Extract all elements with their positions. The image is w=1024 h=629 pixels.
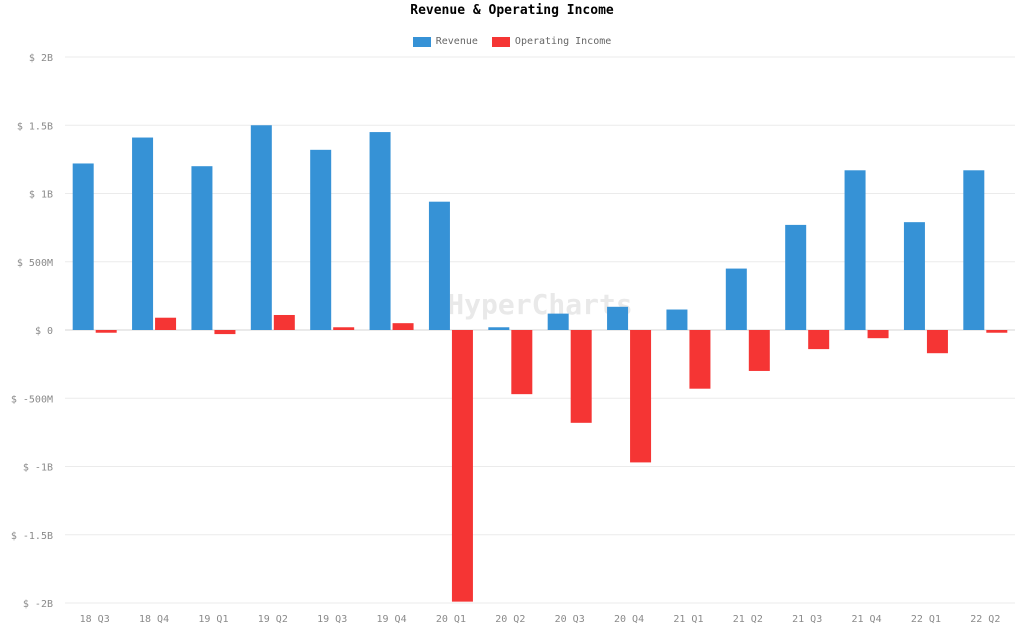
operating-income-bar[interactable]	[392, 323, 414, 330]
y-tick-label: $ -2B	[23, 599, 53, 610]
x-tick-label: 19 Q1	[198, 614, 228, 625]
x-tick-label: 20 Q1	[436, 614, 466, 625]
watermark: HyperCharts	[447, 288, 632, 321]
x-tick-label: 19 Q4	[377, 614, 407, 625]
legend-swatch-revenue	[412, 36, 431, 47]
y-tick-label: $ 2B	[29, 53, 53, 64]
operating-income-bar[interactable]	[986, 330, 1008, 333]
revenue-bar[interactable]	[428, 201, 450, 330]
x-tick-label: 19 Q2	[258, 614, 288, 625]
x-tick-label: 20 Q2	[495, 614, 525, 625]
revenue-bar[interactable]	[607, 306, 629, 330]
y-tick-label: $ -500M	[11, 394, 53, 405]
revenue-bar[interactable]	[132, 137, 154, 330]
revenue-bar[interactable]	[785, 224, 807, 330]
x-tick-label: 20 Q3	[555, 614, 585, 625]
x-tick-label: 19 Q3	[317, 614, 347, 625]
operating-income-bar[interactable]	[570, 330, 592, 423]
operating-income-bar[interactable]	[748, 330, 770, 371]
operating-income-bar[interactable]	[630, 330, 652, 463]
x-tick-label: 20 Q4	[614, 614, 644, 625]
operating-income-bar[interactable]	[155, 317, 177, 330]
legend-swatch-operating-income	[491, 36, 510, 47]
revenue-bar[interactable]	[72, 163, 94, 330]
revenue-bar[interactable]	[191, 166, 213, 330]
legend-item-operating-income[interactable]: Operating Income	[491, 36, 612, 47]
x-tick-label: 18 Q4	[139, 614, 169, 625]
revenue-bar[interactable]	[369, 132, 391, 330]
operating-income-bar[interactable]	[333, 327, 355, 330]
y-tick-label: $ 1B	[29, 190, 53, 201]
revenue-bar[interactable]	[903, 222, 925, 330]
x-tick-label: 22 Q2	[970, 614, 1000, 625]
revenue-bar[interactable]	[488, 327, 510, 330]
operating-income-bar[interactable]	[511, 330, 533, 395]
x-tick-label: 21 Q2	[733, 614, 763, 625]
revenue-bar[interactable]	[547, 313, 569, 330]
x-tick-label: 21 Q3	[792, 614, 822, 625]
operating-income-bar[interactable]	[95, 330, 117, 333]
operating-income-bar[interactable]	[273, 314, 295, 330]
revenue-bar[interactable]	[666, 309, 688, 330]
y-tick-label: $ 500M	[17, 258, 53, 269]
revenue-bar[interactable]	[725, 268, 747, 330]
revenue-bar[interactable]	[250, 125, 272, 330]
operating-income-bar[interactable]	[451, 330, 473, 602]
legend-label-operating-income: Operating Income	[514, 36, 612, 47]
y-tick-label: $ 0	[35, 326, 53, 337]
legend-item-revenue[interactable]: Revenue	[412, 36, 478, 47]
operating-income-bar[interactable]	[214, 330, 236, 335]
x-tick-label: 18 Q3	[80, 614, 110, 625]
legend: Revenue Operating Income	[0, 36, 1024, 50]
x-tick-label: 21 Q4	[852, 614, 882, 625]
y-tick-label: $ -1.5B	[11, 531, 53, 542]
x-tick-label: 21 Q1	[673, 614, 703, 625]
revenue-bar[interactable]	[963, 170, 985, 330]
y-tick-label: $ 1.5B	[17, 121, 53, 132]
operating-income-bar[interactable]	[689, 330, 711, 389]
legend-label-revenue: Revenue	[435, 36, 478, 47]
chart-title: Revenue & Operating Income	[410, 3, 614, 18]
y-tick-label: $ -1B	[23, 463, 53, 474]
operating-income-bar[interactable]	[867, 330, 889, 339]
operating-income-bar[interactable]	[808, 330, 830, 350]
revenue-bar[interactable]	[310, 149, 332, 330]
x-tick-label: 22 Q1	[911, 614, 941, 625]
revenue-bar[interactable]	[844, 170, 866, 330]
operating-income-bar[interactable]	[926, 330, 948, 354]
